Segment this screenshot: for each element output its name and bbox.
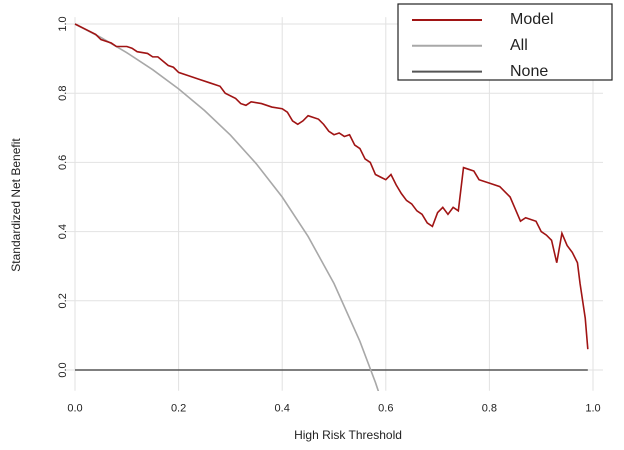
plot-area: [74, 23, 589, 391]
x-axis-label: High Risk Threshold: [294, 428, 402, 442]
y-tick-label: 0.0: [57, 362, 69, 377]
legend-label: All: [510, 37, 528, 54]
series-line: [74, 23, 380, 391]
legend-box: [397, 3, 613, 81]
y-tick-label: 0.6: [57, 155, 69, 170]
y-tick-label: 1.0: [57, 16, 69, 31]
y-tick-label: 0.8: [57, 86, 69, 101]
y-tick-label: 0.4: [57, 224, 69, 239]
legend-label: Model: [510, 11, 554, 28]
series-line: [74, 23, 589, 350]
legend-label: None: [510, 63, 548, 80]
x-tick-label: 0.6: [378, 403, 393, 415]
x-tick-label: 0.8: [482, 403, 497, 415]
x-tick-label: 1.0: [585, 403, 600, 415]
y-axis-label: Standardized Net Benefit: [9, 138, 23, 272]
x-tick-label: 0.4: [275, 403, 290, 415]
x-tick-label: 0.2: [171, 403, 186, 415]
x-tick-label: 0.0: [67, 403, 82, 415]
y-tick-label: 0.2: [57, 293, 69, 308]
